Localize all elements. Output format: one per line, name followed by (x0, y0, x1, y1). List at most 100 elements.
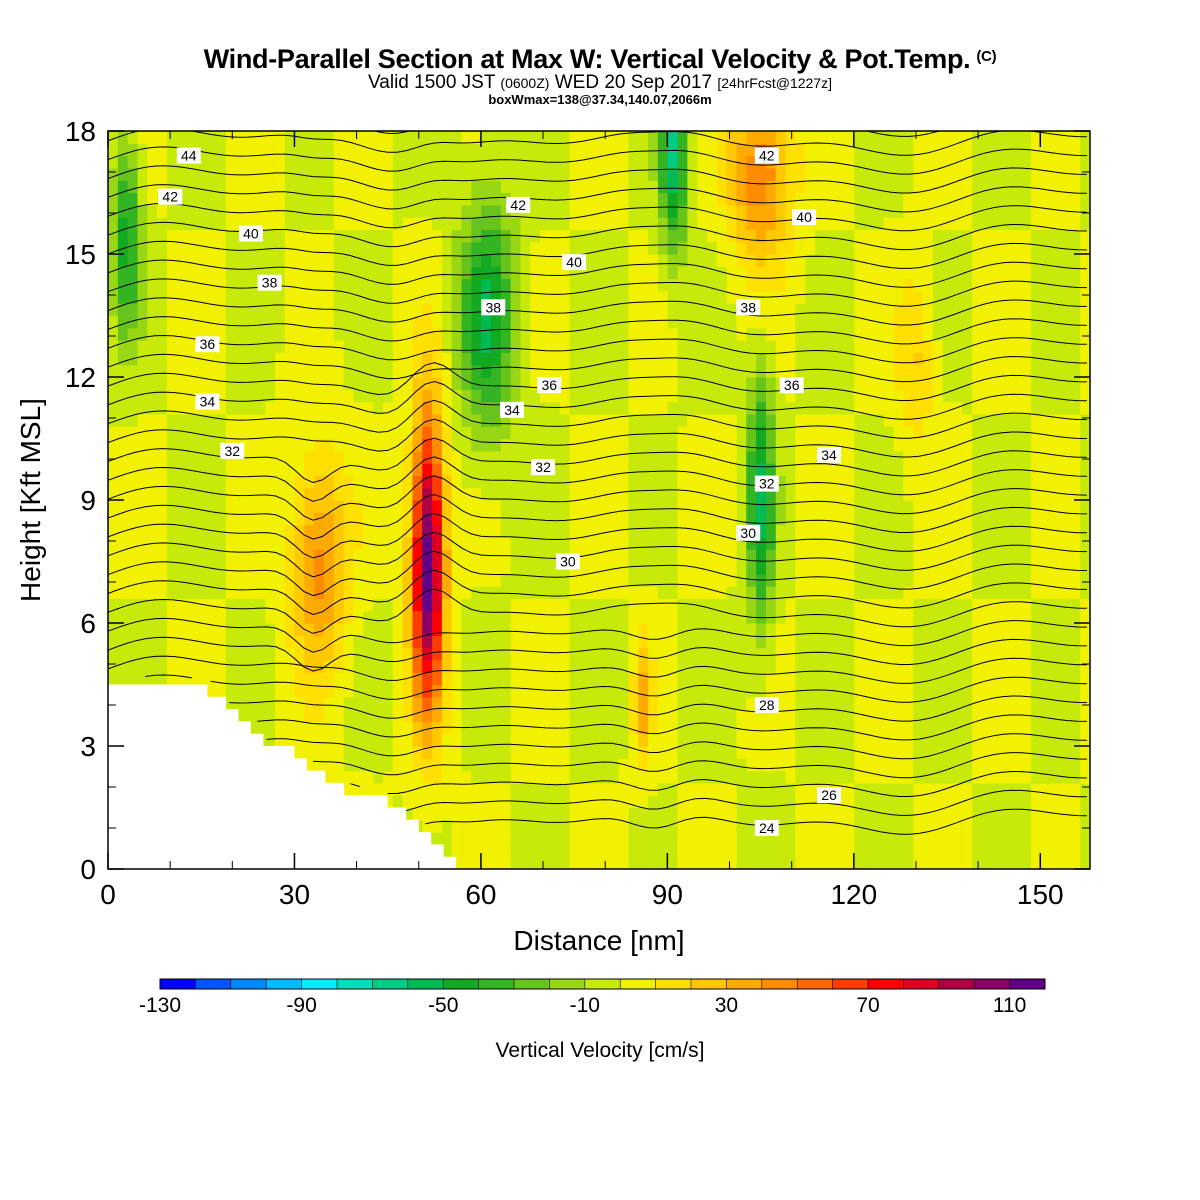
field-cell (589, 635, 600, 649)
field-cell (373, 647, 384, 661)
field-cell (608, 672, 620, 686)
field-cell (785, 659, 796, 673)
field-cell (981, 647, 993, 661)
field-cell (991, 278, 1003, 292)
field-cell (333, 463, 345, 476)
field-cell (225, 475, 237, 489)
field-cell (1060, 807, 1071, 821)
field-cell (844, 266, 855, 280)
field-cell (716, 856, 728, 869)
field-cell (176, 524, 188, 538)
field-cell (520, 524, 531, 538)
field-cell (1080, 475, 1090, 489)
field-cell (795, 659, 806, 673)
field-cell (373, 709, 384, 722)
field-cell (864, 327, 875, 341)
field-cell (589, 586, 600, 599)
field-cell (373, 573, 384, 587)
field-cell (903, 696, 914, 710)
field-cell (343, 598, 355, 612)
field-cell (942, 413, 954, 427)
field-cell (412, 795, 423, 809)
field-cell (923, 819, 934, 833)
field-cell (785, 340, 796, 353)
field-cell (108, 303, 119, 317)
field-cell (1060, 327, 1071, 341)
field-cell (883, 413, 895, 427)
field-cell (176, 315, 188, 329)
field-cell (166, 266, 178, 280)
field-cell (176, 659, 188, 673)
field-cell (373, 315, 384, 329)
field-cell (765, 635, 777, 649)
field-cell (166, 389, 178, 403)
field-cell (834, 254, 846, 267)
field-cell (196, 438, 207, 452)
field-cell (785, 487, 796, 501)
field-cell (324, 696, 335, 710)
field-cell (854, 266, 865, 280)
field-cell (363, 438, 374, 452)
field-cell (991, 315, 1003, 329)
field-cell (805, 684, 816, 698)
field-cell (343, 733, 355, 747)
field-cell (549, 487, 561, 501)
field-cell (991, 303, 1003, 317)
field-cell (117, 561, 129, 575)
field-cell (864, 266, 875, 280)
field-cell (805, 844, 816, 858)
field-cell (186, 623, 197, 636)
field-cell (795, 623, 806, 636)
field-cell (972, 524, 983, 538)
field-cell (1080, 758, 1090, 772)
field-cell (618, 254, 630, 267)
field-cell (795, 733, 806, 747)
field-cell (726, 684, 738, 698)
field-cell (844, 463, 855, 476)
field-cell (373, 512, 384, 526)
field-cell (883, 782, 895, 796)
field-cell (530, 832, 541, 845)
field-cell (1021, 795, 1032, 809)
field-cell (1040, 487, 1052, 501)
field-cell (549, 254, 561, 267)
field-cell (186, 290, 197, 304)
field-cell (353, 536, 364, 550)
field-cell (844, 807, 855, 821)
field-cell (1050, 819, 1062, 833)
field-cell (677, 782, 688, 796)
field-cell (579, 696, 590, 710)
field-cell (942, 782, 954, 796)
field-cell (343, 684, 355, 698)
field-cell (785, 561, 796, 575)
field-cell (402, 696, 414, 710)
field-cell (864, 290, 875, 304)
field-cell (903, 389, 914, 403)
field-cell (530, 746, 541, 759)
field-cell (991, 487, 1003, 501)
field-cell (245, 623, 256, 636)
field-cell (667, 807, 679, 821)
field-cell (343, 352, 355, 366)
field-cell (795, 758, 806, 772)
field-cell (412, 758, 423, 772)
field-cell (530, 573, 541, 587)
field-cell (540, 500, 551, 513)
field-cell (844, 746, 855, 759)
field-cell (854, 659, 865, 673)
field-cell (314, 463, 325, 476)
field-cell (775, 266, 787, 280)
field-cell (451, 832, 463, 845)
field-cell (137, 561, 148, 575)
field-cell (147, 438, 158, 452)
field-cell (206, 303, 217, 317)
field-cell (490, 377, 502, 390)
field-cell (775, 254, 787, 267)
field-cell (422, 709, 433, 722)
field-cell (500, 610, 512, 624)
field-cell (500, 746, 512, 759)
field-cell (245, 586, 256, 599)
field-cell (775, 758, 787, 772)
field-cell (137, 500, 148, 513)
field-cell (716, 844, 728, 858)
